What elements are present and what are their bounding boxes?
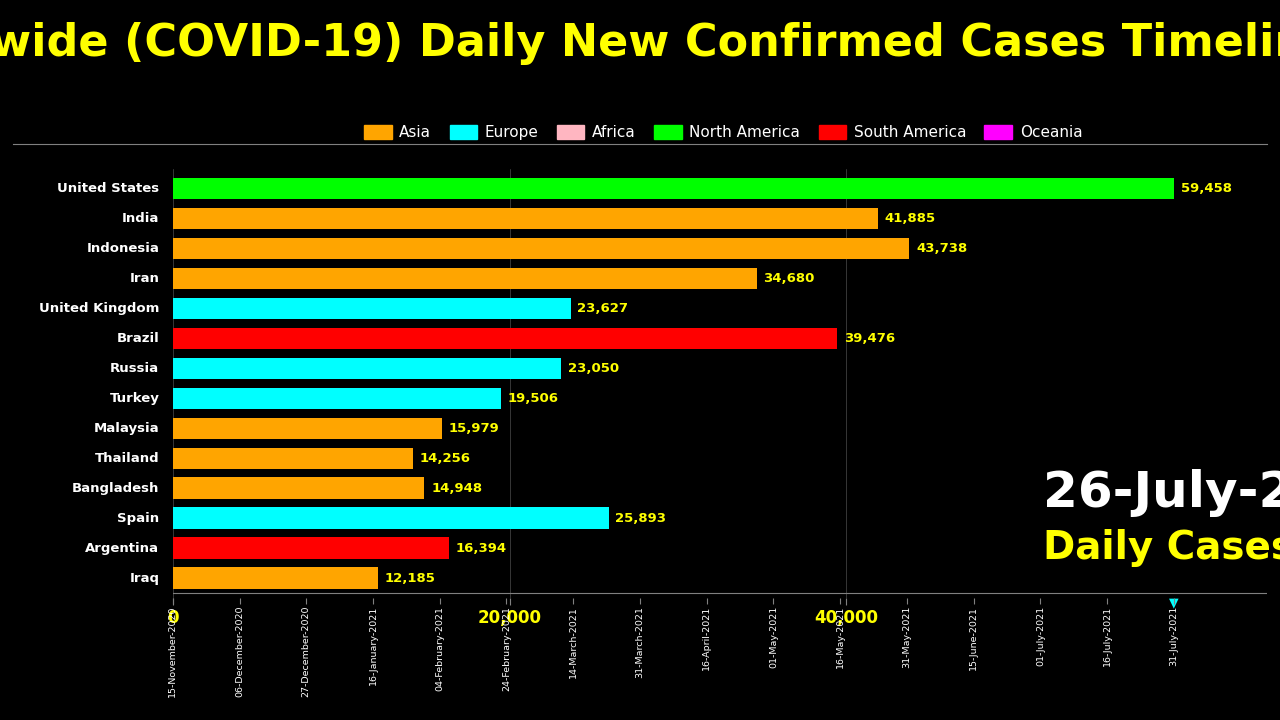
- Text: 16,394: 16,394: [456, 541, 507, 554]
- Bar: [173, 567, 378, 589]
- Text: Argentina: Argentina: [86, 541, 159, 554]
- Text: 25,893: 25,893: [616, 512, 667, 525]
- Text: Turkey: Turkey: [110, 392, 159, 405]
- Text: 12,185: 12,185: [385, 572, 435, 585]
- Bar: [173, 238, 909, 259]
- Bar: [173, 448, 413, 469]
- Text: Indonesia: Indonesia: [87, 242, 159, 255]
- Text: Brazil: Brazil: [116, 332, 159, 345]
- Text: 43,738: 43,738: [916, 242, 968, 255]
- Text: 19,506: 19,506: [508, 392, 559, 405]
- Bar: [173, 477, 425, 499]
- Text: Thailand: Thailand: [95, 451, 159, 465]
- Text: Russia: Russia: [110, 362, 159, 375]
- Text: India: India: [122, 212, 159, 225]
- Text: 14,256: 14,256: [420, 451, 471, 465]
- Bar: [173, 358, 561, 379]
- Bar: [173, 268, 756, 289]
- Text: 59,458: 59,458: [1180, 182, 1231, 195]
- Text: Daily Cases: 567,458: Daily Cases: 567,458: [1043, 529, 1280, 567]
- Text: 26-July-2021: 26-July-2021: [1043, 469, 1280, 517]
- Text: 41,885: 41,885: [884, 212, 936, 225]
- Text: Iraq: Iraq: [129, 572, 159, 585]
- Text: 39,476: 39,476: [845, 332, 895, 345]
- Bar: [173, 298, 571, 319]
- Text: 23,627: 23,627: [577, 302, 628, 315]
- Text: 14,948: 14,948: [431, 482, 483, 495]
- Bar: [173, 328, 837, 349]
- Bar: [173, 387, 502, 409]
- Text: Malaysia: Malaysia: [93, 422, 159, 435]
- Text: 34,680: 34,680: [763, 272, 815, 285]
- Text: ▼: ▼: [1169, 597, 1179, 610]
- Text: Bangladesh: Bangladesh: [72, 482, 159, 495]
- Text: Worldwide (COVID-19) Daily New Confirmed Cases Timeline Bar: Worldwide (COVID-19) Daily New Confirmed…: [0, 22, 1280, 65]
- Bar: [173, 508, 609, 529]
- Bar: [173, 208, 878, 230]
- Bar: [173, 178, 1174, 199]
- Bar: [173, 418, 442, 439]
- Bar: [173, 537, 449, 559]
- Text: United Kingdom: United Kingdom: [38, 302, 159, 315]
- Text: Spain: Spain: [118, 512, 159, 525]
- Text: 15,979: 15,979: [448, 422, 499, 435]
- Text: United States: United States: [58, 182, 159, 195]
- Legend: Asia, Europe, Africa, North America, South America, Oceania: Asia, Europe, Africa, North America, Sou…: [358, 120, 1088, 147]
- Text: 23,050: 23,050: [567, 362, 618, 375]
- Text: Iran: Iran: [129, 272, 159, 285]
